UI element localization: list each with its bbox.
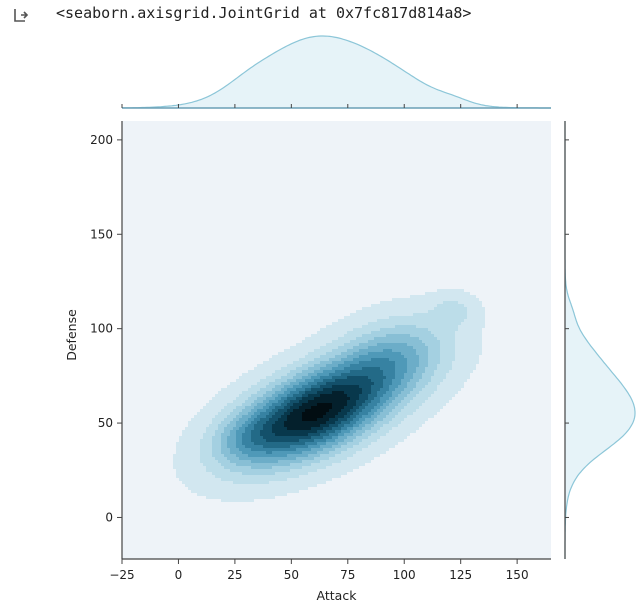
marginal-x-line (122, 35, 551, 109)
x-tick-label: 150 (506, 568, 529, 582)
joint-plot-area (122, 121, 551, 559)
marginal-x-density (122, 35, 551, 109)
kde-contours (173, 289, 485, 502)
y-tick-label: 50 (98, 416, 113, 430)
y-tick-label: 0 (105, 510, 113, 524)
x-tick-label: 0 (175, 568, 183, 582)
y-tick-label: 150 (90, 227, 113, 241)
x-tick-label: 75 (340, 568, 355, 582)
kde-level-12 (302, 403, 332, 421)
x-tick-label: 125 (449, 568, 472, 582)
y-tick-label: 200 (90, 133, 113, 147)
cell-output-row: <seaborn.axisgrid.JointGrid at 0x7fc817d… (0, 0, 640, 30)
x-tick-label: 50 (284, 568, 299, 582)
y-axis-label: Defense (64, 309, 79, 361)
output-repr-text: <seaborn.axisgrid.JointGrid at 0x7fc817d… (56, 4, 472, 22)
y-tick-label: 100 (90, 322, 113, 336)
axes: −25 0 25 50 75 100 125 150 0 50 100 150 200 (90, 104, 569, 582)
x-axis-label: Attack (317, 588, 358, 603)
x-tick-label: −25 (109, 568, 134, 582)
x-tick-label: 100 (393, 568, 416, 582)
marginal-x-fill (122, 36, 551, 108)
output-redirect-icon (14, 9, 29, 22)
x-tick-label: 25 (227, 568, 242, 582)
marginal-y-fill (565, 121, 635, 559)
marginal-y-density (564, 121, 636, 559)
